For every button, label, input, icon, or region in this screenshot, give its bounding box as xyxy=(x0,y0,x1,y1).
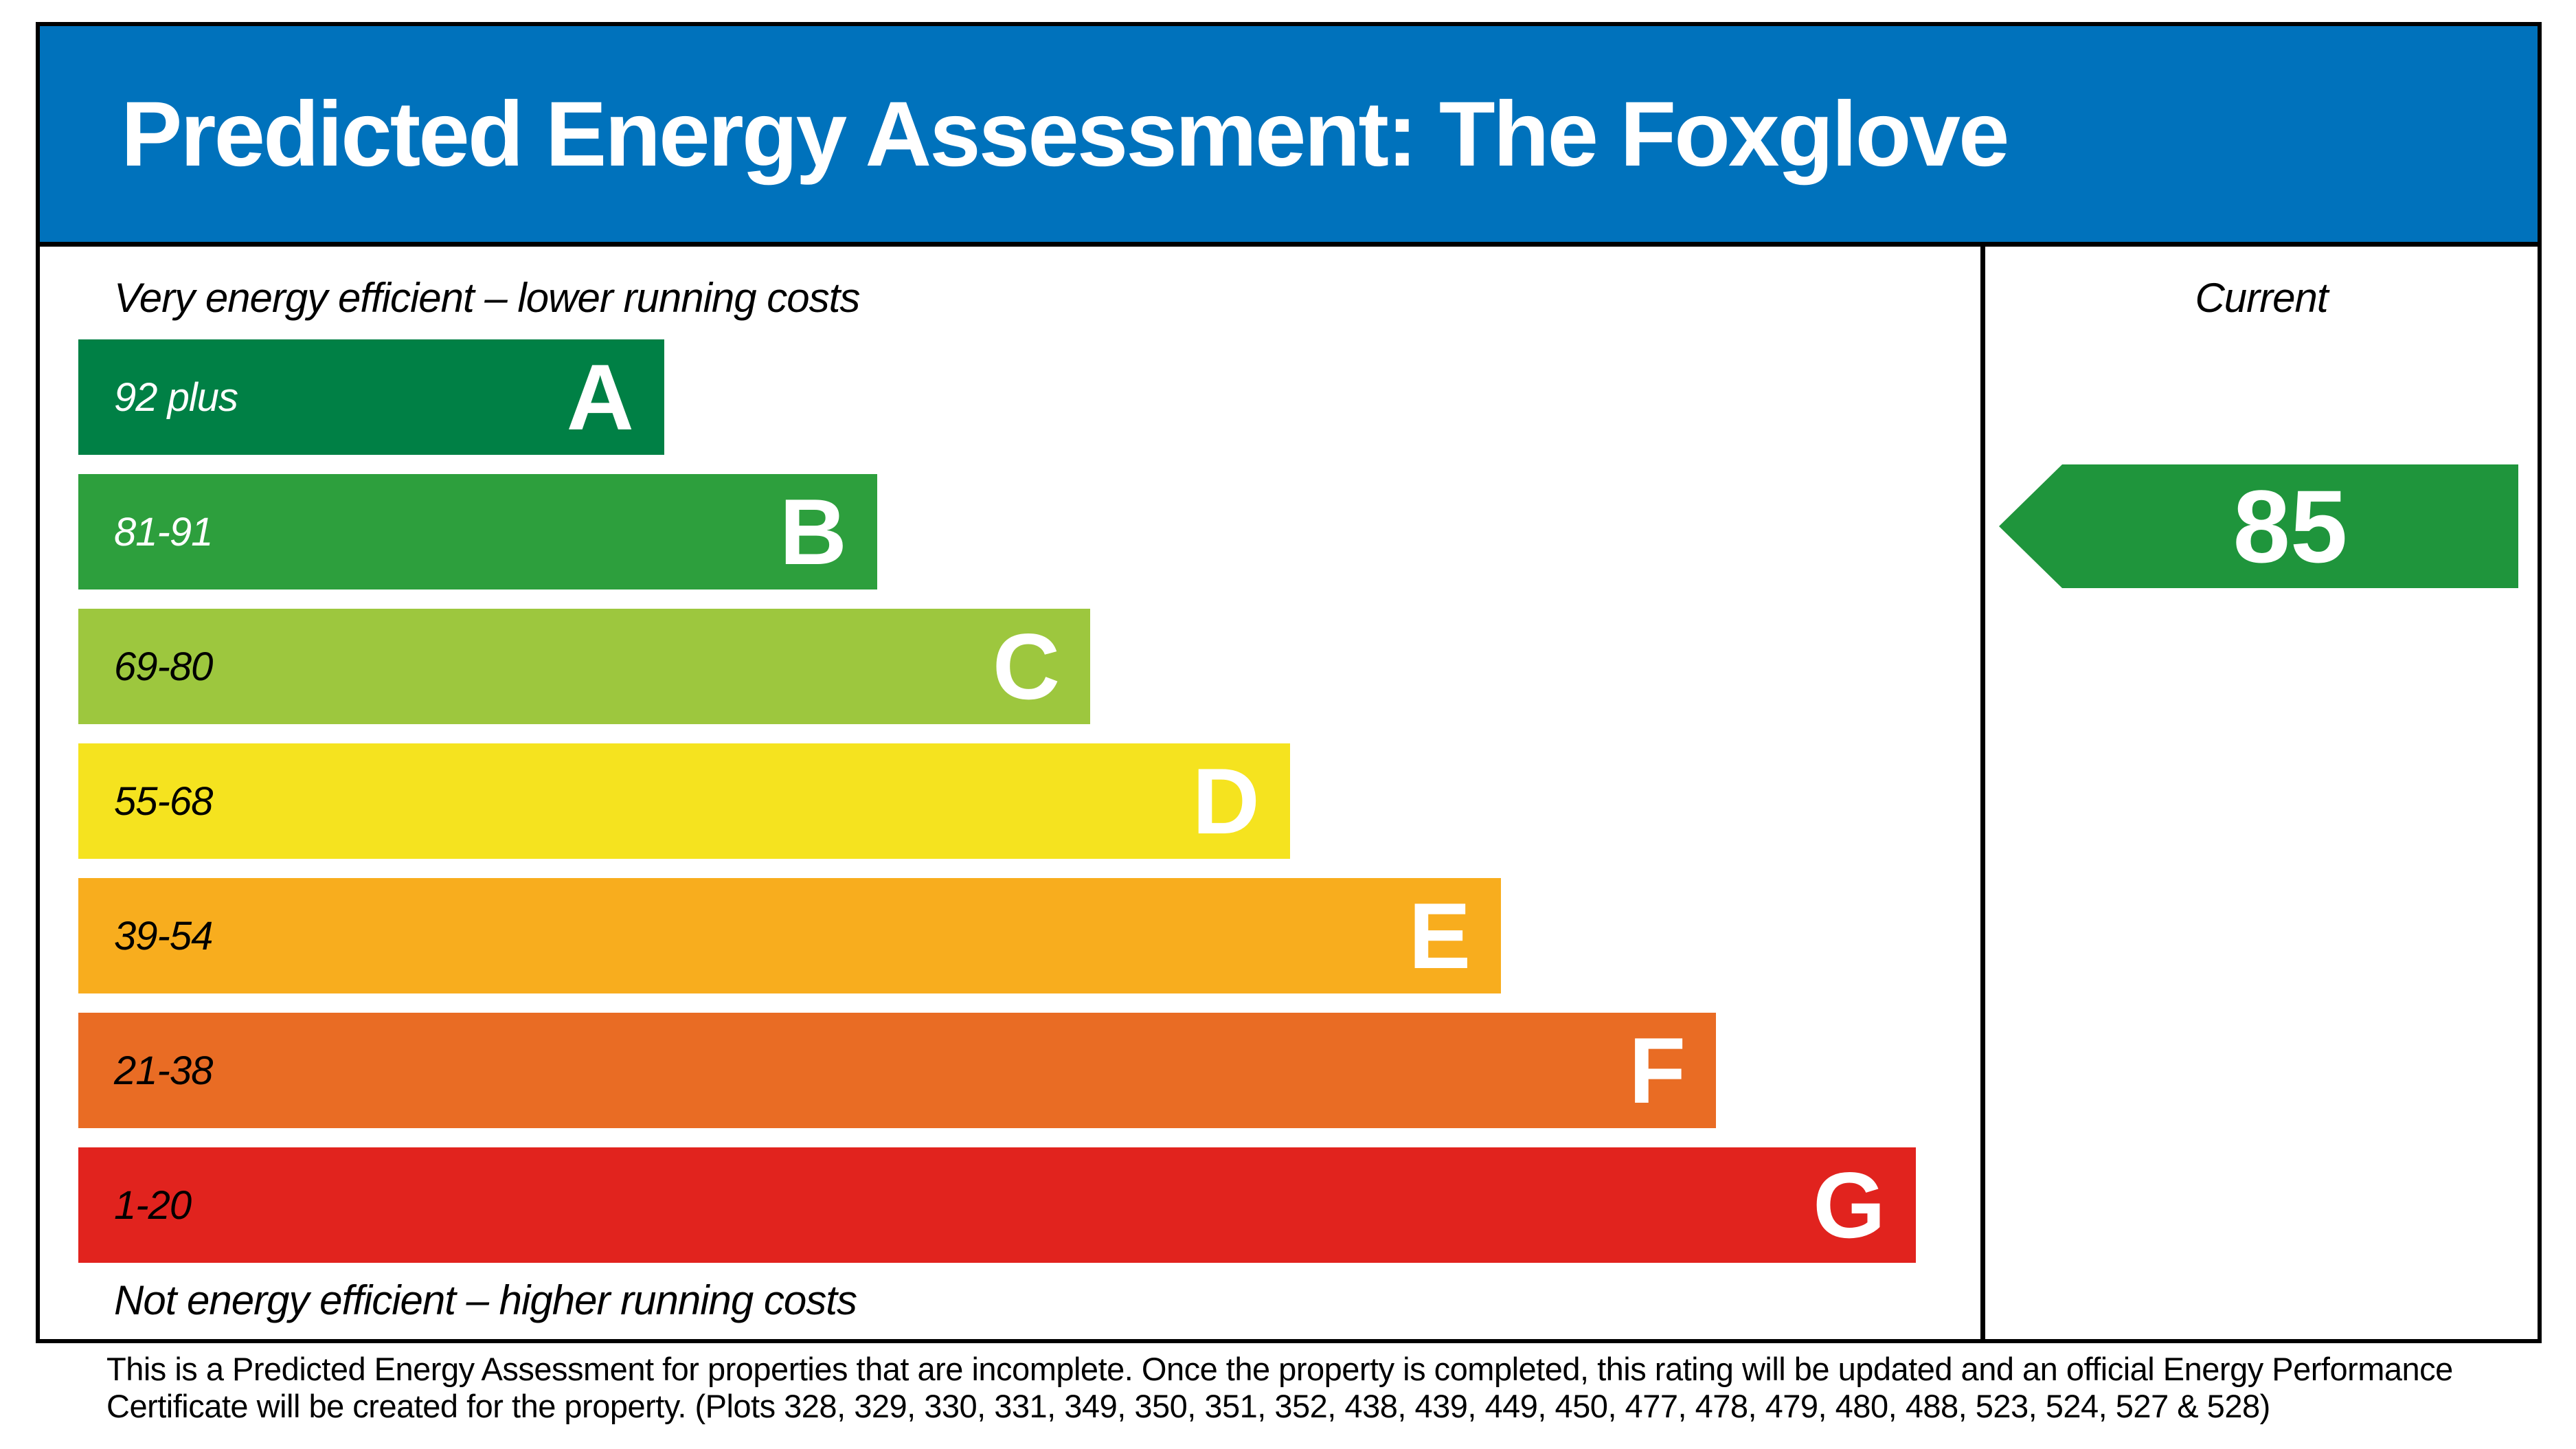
footnote-line-2: Certificate will be created for the prop… xyxy=(106,1388,2270,1424)
band-row-d: 55-68 D xyxy=(78,743,1980,859)
current-rating-value: 85 xyxy=(2233,469,2348,584)
band-row-a: 92 plus A xyxy=(78,339,1980,455)
top-caption: Very energy efficient – lower running co… xyxy=(114,275,860,321)
current-rating-arrow: 85 xyxy=(1999,464,2518,588)
band-row-c: 69-80 C xyxy=(78,609,1980,724)
epc-chart: Very energy efficient – lower running co… xyxy=(40,247,1985,1339)
band-bar-b: 81-91 B xyxy=(78,474,877,589)
header-bar: Predicted Energy Assessment: The Foxglov… xyxy=(40,26,2538,247)
footnote: This is a Predicted Energy Assessment fo… xyxy=(106,1351,2483,1425)
band-bar-a: 92 plus A xyxy=(78,339,664,455)
arrow-left-tip-icon xyxy=(1999,464,2062,588)
band-range-label: 21-38 xyxy=(114,1048,213,1093)
band-range-label: 81-91 xyxy=(114,509,213,554)
band-range-label: 69-80 xyxy=(114,644,213,689)
band-bar-g: 1-20 G xyxy=(78,1147,1916,1263)
band-row-f: 21-38 F xyxy=(78,1013,1980,1128)
band-range-label: 1-20 xyxy=(114,1182,192,1228)
certificate-body: Very energy efficient – lower running co… xyxy=(40,247,2538,1339)
band-grade-letter: A xyxy=(566,345,634,449)
band-range-label: 39-54 xyxy=(114,913,213,958)
band-row-g: 1-20 G xyxy=(78,1147,1980,1263)
band-range-label: 92 plus xyxy=(114,374,238,420)
page-title: Predicted Energy Assessment: The Foxglov… xyxy=(121,82,2009,186)
certificate-frame: Predicted Energy Assessment: The Foxglov… xyxy=(36,22,2542,1343)
band-grade-letter: F xyxy=(1629,1018,1686,1123)
band-grade-letter: B xyxy=(779,480,847,584)
band-grade-letter: C xyxy=(992,614,1061,719)
band-grade-letter: D xyxy=(1192,749,1260,853)
band-row-e: 39-54 E xyxy=(78,878,1980,993)
band-range-label: 55-68 xyxy=(114,778,213,824)
current-column-header: Current xyxy=(2195,275,2328,321)
band-bar-d: 55-68 D xyxy=(78,743,1290,859)
band-bar-c: 69-80 C xyxy=(78,609,1091,724)
bottom-caption: Not energy efficient – higher running co… xyxy=(114,1277,857,1323)
band-row-b: 81-91 B xyxy=(78,474,1980,589)
footnote-line-1: This is a Predicted Energy Assessment fo… xyxy=(106,1351,2453,1387)
bands-container: 92 plus A 81-91 B 69-80 C 55-68 D 39-54 E 21-38 F 1-… xyxy=(78,339,1980,1263)
band-bar-f: 21-38 F xyxy=(78,1013,1717,1128)
band-grade-letter: G xyxy=(1813,1153,1886,1257)
band-grade-letter: E xyxy=(1408,884,1471,988)
current-column: Current 85 xyxy=(1985,247,2538,1339)
band-bar-e: 39-54 E xyxy=(78,878,1502,993)
